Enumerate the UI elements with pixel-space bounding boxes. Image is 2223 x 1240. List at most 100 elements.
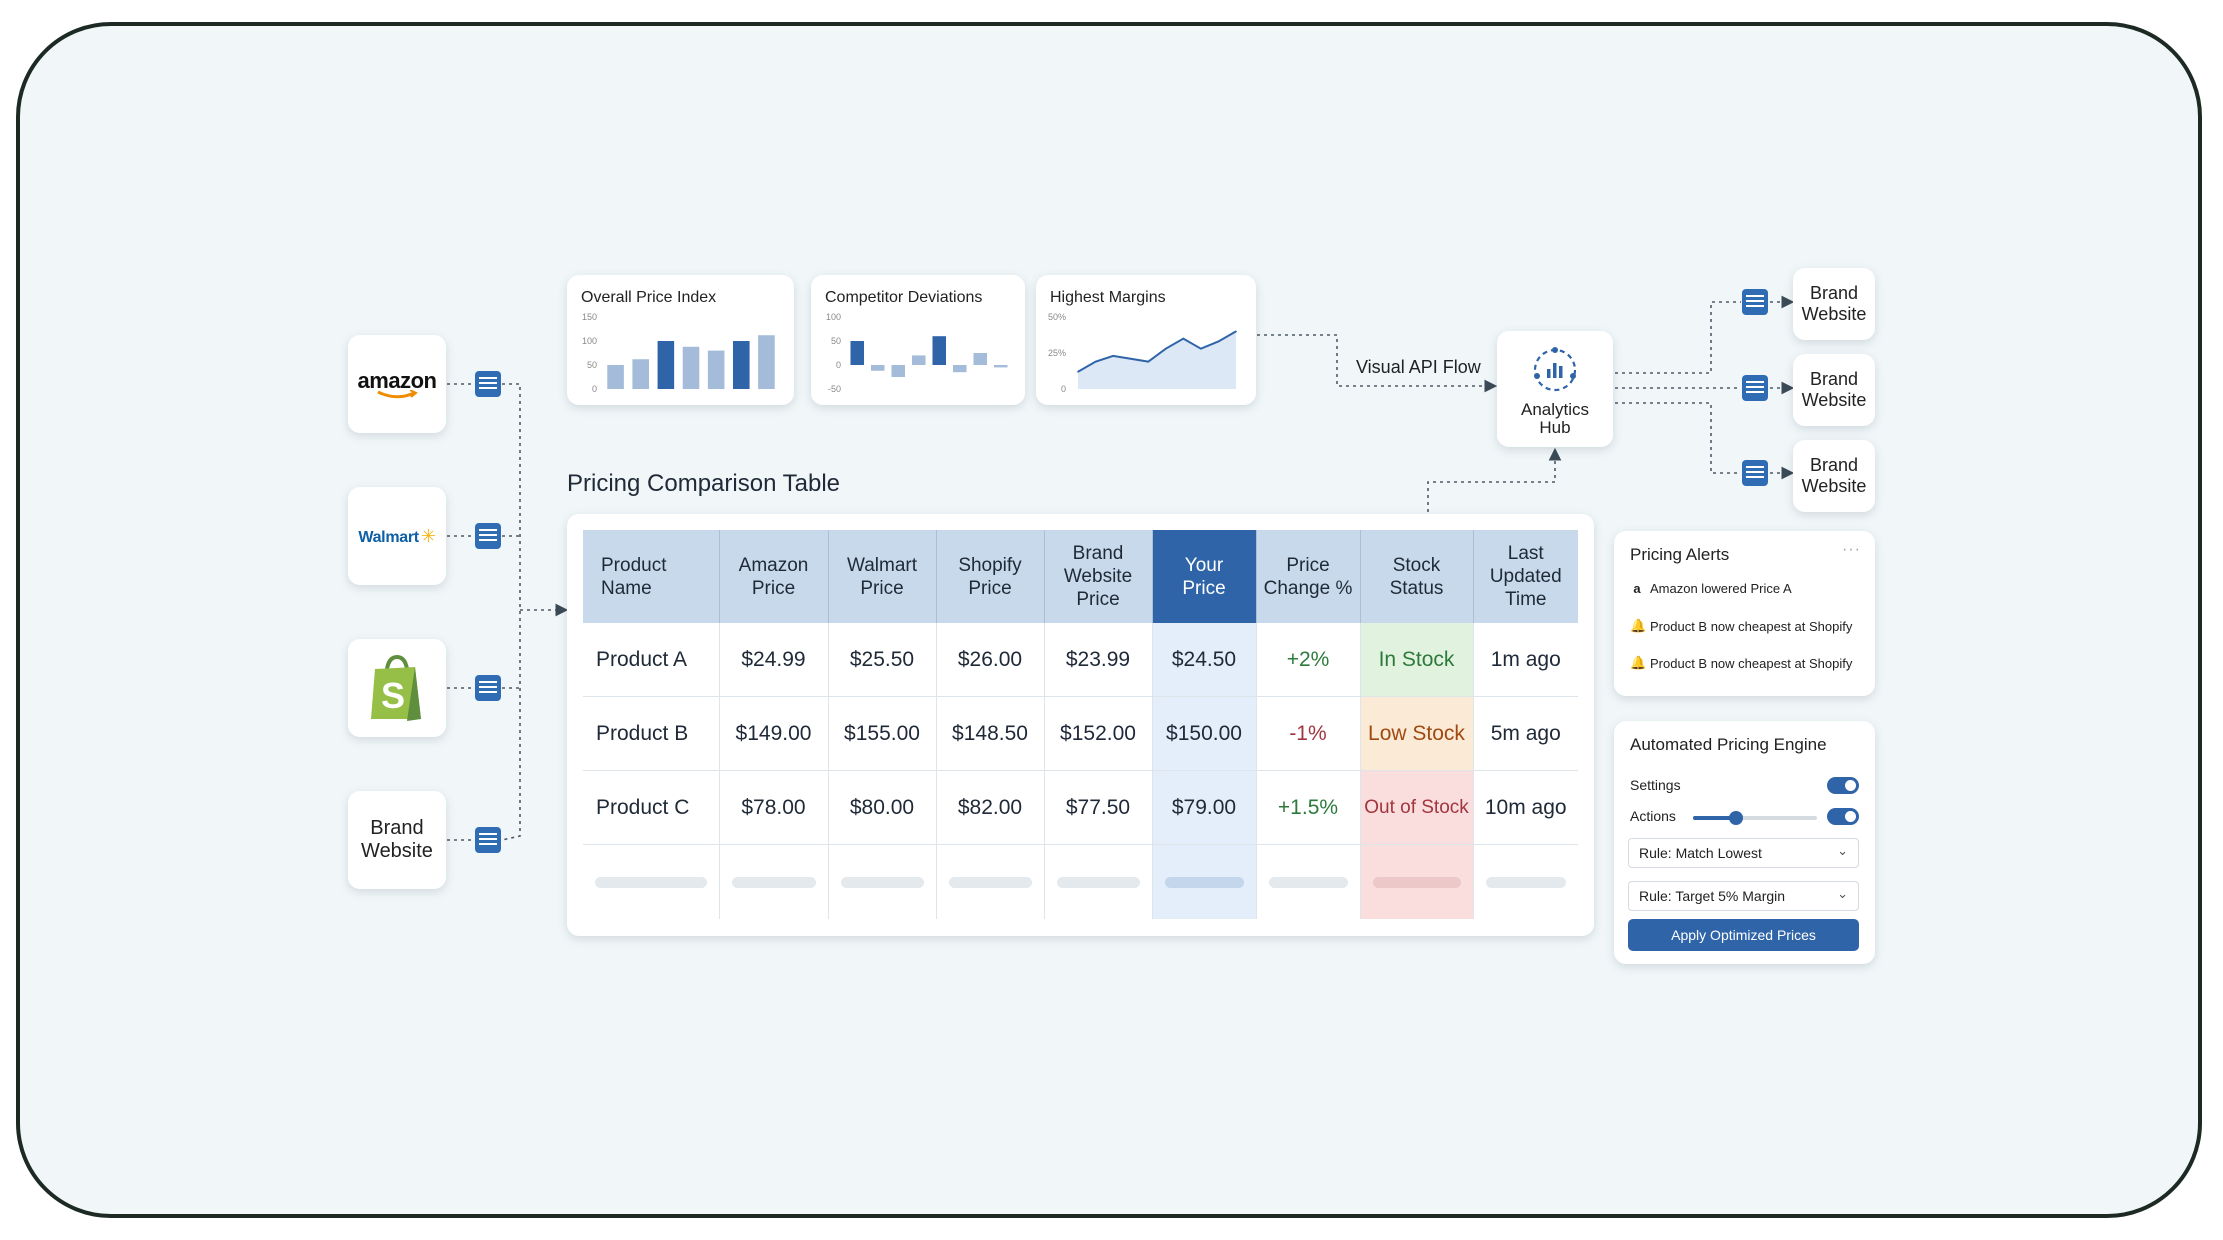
cell-product: Product B [583, 696, 720, 771]
competitor-deviations-card[interactable]: Competitor Deviations 100 50 0 -50 [811, 275, 1025, 405]
y-tick-label: 100 [826, 312, 841, 322]
placeholder-cell [719, 844, 829, 919]
bar [891, 365, 906, 377]
col-header-shopify-price[interactable]: Shopify Price [936, 530, 1045, 623]
shopify-bag-icon: S [371, 654, 421, 721]
apply-optimized-prices-button[interactable]: Apply Optimized Prices [1628, 919, 1859, 951]
dest-label-line1: Brand [1809, 283, 1859, 303]
overall-price-index-card[interactable]: Overall Price Index 150 100 50 0 [567, 275, 794, 405]
data-feed-icon [1742, 289, 1768, 315]
cell-amazon-price: $24.99 [719, 623, 829, 697]
data-point [1077, 370, 1079, 373]
data-feed-icon [1742, 460, 1768, 486]
y-tick-label: 100 [582, 336, 597, 346]
col-header-price-change[interactable]: Price Change % [1256, 530, 1361, 623]
more-options-icon[interactable]: ··· [1842, 541, 1861, 558]
brand-website-source-card[interactable]: Brand Website [348, 791, 446, 889]
table-row[interactable]: Product B $149.00 $155.00 $148.50 $152.0… [583, 696, 1578, 771]
walmart-source-card[interactable]: Walmart ✳ [348, 487, 446, 585]
bar [993, 365, 1008, 368]
placeholder-cell [1152, 844, 1257, 919]
cell-your-price: $79.00 [1152, 770, 1257, 845]
y-tick-label: 25% [1048, 348, 1066, 358]
y-tick-label: 0 [836, 360, 841, 370]
alert-text: Product B now cheapest at Shopify [1650, 655, 1853, 671]
brand-website-destination-card[interactable]: Brand Website [1793, 268, 1875, 340]
data-point [1235, 330, 1237, 333]
brand-website-destination-card[interactable]: Brand Website [1793, 440, 1875, 512]
data-point [1129, 357, 1132, 360]
amazon-source-card[interactable]: amazon [348, 335, 446, 433]
cell-stock-status: In Stock [1360, 623, 1474, 697]
col-header-amazon-price[interactable]: Amazon Price [719, 530, 829, 623]
brand-source-label-line2: Website [361, 840, 433, 862]
data-feed-icon [475, 827, 501, 853]
dest-label-line1: Brand [1809, 369, 1859, 389]
col-header-your-price[interactable]: Your Price [1152, 530, 1257, 623]
shopify-source-card[interactable]: S [348, 639, 446, 737]
bar [607, 365, 624, 389]
analytics-hub-card[interactable]: Analytics Hub [1497, 331, 1613, 447]
rule-match-lowest-select[interactable]: Rule: Match Lowest ⌄ [1628, 838, 1859, 868]
walmart-logo: Walmart ✳ [358, 526, 436, 547]
table-row[interactable]: Product A $24.99 $25.50 $26.00 $23.99 $2… [583, 623, 1578, 697]
bar [682, 346, 700, 389]
bar [911, 355, 926, 365]
y-tick-label: -50 [828, 384, 841, 394]
placeholder-cell [583, 844, 720, 919]
cell-amazon-price: $78.00 [719, 770, 829, 845]
table-row[interactable]: Product C $78.00 $80.00 $82.00 $77.50 $7… [583, 770, 1578, 845]
cell-product: Product C [583, 770, 720, 845]
data-feed-icon [475, 523, 501, 549]
cell-amazon-price: $149.00 [719, 696, 829, 771]
series-line [1077, 330, 1237, 373]
chart-title: Highest Margins [1050, 289, 1166, 306]
walmart-logo-text: Walmart [358, 528, 419, 546]
col-header-last-updated[interactable]: Last Updated Time [1473, 530, 1578, 623]
col-header-product-name[interactable]: Product Name [583, 530, 720, 623]
hub-label-line2: Hub [1539, 418, 1571, 437]
bar [850, 341, 865, 365]
settings-toggle[interactable] [1827, 777, 1859, 794]
col-header-stock-status[interactable]: Stock Status [1360, 530, 1474, 623]
bar [732, 341, 750, 389]
col-header-brand-price[interactable]: Brand Website Price [1044, 530, 1153, 623]
highest-margins-card[interactable]: Highest Margins 50% 25% 0 [1036, 275, 1256, 405]
table-header-row: Product Name Amazon Price Walmart Price … [583, 530, 1578, 623]
cell-your-price: $24.50 [1152, 623, 1257, 697]
chart-title: Overall Price Index [581, 289, 717, 306]
cell-price-change: +1.5% [1256, 770, 1361, 845]
cell-stock-status: Low Stock [1360, 696, 1474, 771]
bar [758, 335, 775, 389]
data-feed-icon [475, 371, 501, 397]
alert-item[interactable]: 🔔 Product B now cheapest at Shopify [1630, 618, 1852, 634]
cell-your-price: $150.00 [1152, 696, 1257, 771]
amazon-logo: amazon [357, 368, 437, 393]
col-header-walmart-price[interactable]: Walmart Price [828, 530, 937, 623]
actions-toggle[interactable] [1827, 808, 1859, 825]
area-fill [1078, 331, 1236, 389]
amazon-smile-icon [377, 390, 418, 399]
actions-slider[interactable] [1693, 811, 1817, 825]
analytics-hub-icon [1533, 347, 1577, 392]
slider-fill [1693, 816, 1737, 820]
cell-price-change: +2% [1256, 623, 1361, 697]
cell-brand-price: $152.00 [1044, 696, 1153, 771]
cell-stock-status: Out of Stock [1360, 770, 1474, 845]
bar [973, 353, 988, 365]
overall-price-index-chart: 150 100 50 0 [582, 312, 775, 394]
highest-margins-chart: 50% 25% 0 [1048, 312, 1237, 394]
bar [952, 365, 967, 373]
y-tick-label: 50 [831, 336, 841, 346]
select-value: Rule: Match Lowest [1639, 845, 1762, 861]
brand-website-destination-card[interactable]: Brand Website [1793, 354, 1875, 426]
alert-item[interactable]: a Amazon lowered Price A [1630, 581, 1791, 596]
table-title: Pricing Comparison Table [567, 470, 841, 497]
engine-title: Automated Pricing Engine [1630, 735, 1827, 754]
alert-item[interactable]: 🔔 Product B now cheapest at Shopify [1630, 655, 1852, 671]
slider-handle[interactable] [1729, 811, 1744, 825]
rule-target-margin-select[interactable]: Rule: Target 5% Margin ⌄ [1628, 881, 1859, 911]
svg-text:S: S [381, 675, 405, 716]
bell-icon: 🔔 [1630, 618, 1647, 633]
